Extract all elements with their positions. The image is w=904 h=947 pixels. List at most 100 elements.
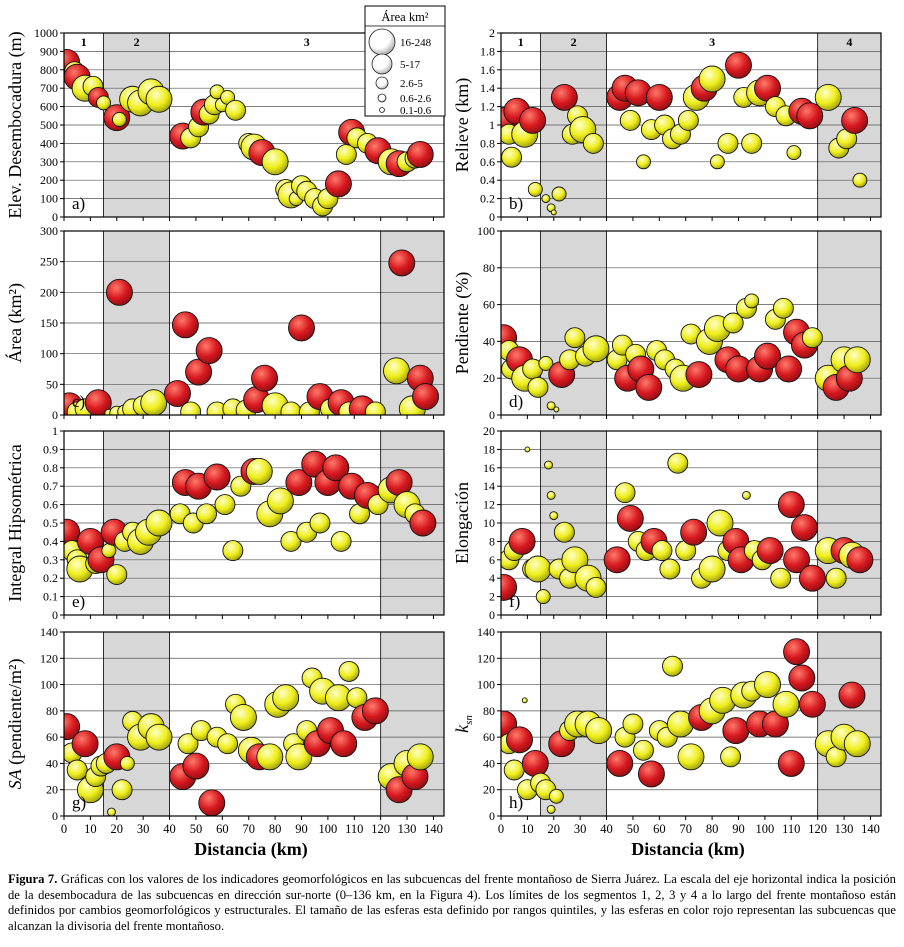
data-point-e-20: [203, 463, 231, 491]
data-point-d-30: [722, 312, 744, 334]
data-point-a-35: [324, 170, 352, 198]
data-point-e-32: [309, 512, 331, 534]
data-point-c-20: [251, 364, 279, 392]
data-point-c-31: [383, 357, 410, 385]
size-legend: Área km² 16-248 5-17 2.6-5 0.6-2.60.1-0.6: [364, 5, 446, 117]
ytick-label-g-0: 0: [52, 809, 58, 823]
segment-label-a-2: 2: [134, 35, 140, 49]
ytick-label-f-4: 8: [489, 534, 495, 548]
data-point-c-30: [364, 401, 386, 415]
ytick-label-a-5: 500: [40, 118, 58, 132]
data-point-h-25: [677, 743, 705, 771]
ytick-label-e-4: 0.4: [43, 534, 58, 548]
data-point-b-11: [550, 83, 578, 111]
data-point-b-26: [677, 109, 699, 131]
data-point-h-10: [548, 788, 564, 804]
ytick-label-c-0: 0: [52, 408, 58, 422]
legend-label-2: 2.6-5: [400, 78, 423, 90]
xtick-label-g-5: 50: [190, 822, 203, 836]
xtick-label-g-11: 110: [345, 822, 363, 836]
data-point-f-18: [614, 482, 636, 504]
points-h: [501, 638, 871, 814]
data-point-g-20: [198, 789, 226, 816]
data-point-f-17: [603, 546, 631, 574]
data-point-g-22: [217, 733, 239, 755]
data-point-g-15: [145, 723, 173, 751]
data-point-h-4: [521, 697, 528, 704]
panel-d: 0 20 40 60 80 100 d) Pendiente (%): [452, 224, 882, 422]
figure-caption: Figura 7. Gráficas con los valores de lo…: [8, 872, 896, 934]
data-point-f-7: [535, 589, 551, 605]
data-point-d-46: [843, 346, 871, 374]
data-point-f-14: [561, 546, 589, 574]
data-point-g-0: [64, 713, 81, 741]
data-point-f-6: [524, 555, 552, 583]
ytick-label-e-5: 0.5: [43, 516, 58, 530]
data-point-g-27: [256, 743, 284, 771]
panel-c: 0 50 100 150 200 250 300 c) Área (km²): [4, 224, 445, 422]
ytick-label-f-5: 10: [483, 516, 495, 530]
legend-label-4: 0.1-0.6: [400, 105, 432, 117]
data-point-b-22: [645, 83, 673, 111]
panel-letter-h: h): [509, 793, 523, 812]
segment-label-b-2: 2: [571, 35, 577, 49]
data-point-h-9: [546, 804, 556, 814]
data-point-f-34: [741, 490, 751, 500]
ytick-label-f-1: 2: [489, 590, 495, 604]
ytick-label-f-7: 14: [483, 479, 495, 493]
segment-label-b-3: 3: [709, 35, 715, 49]
data-point-e-34: [322, 454, 350, 482]
legend-sphere-0: [368, 28, 396, 56]
data-point-g-8: [107, 807, 116, 816]
data-point-e-7: [101, 543, 117, 559]
ytick-label-a-4: 400: [40, 136, 58, 150]
data-point-b-42: [814, 83, 842, 111]
data-point-c-14: [185, 358, 213, 386]
ytick-label-h-6: 120: [477, 651, 495, 665]
y-axis-title-a: Elev. Desembocadura (m): [5, 31, 26, 218]
data-point-f-27: [680, 518, 708, 546]
data-point-a-6: [96, 95, 112, 111]
points-g: [64, 660, 434, 816]
ytick-label-b-3: 0.6: [480, 155, 495, 169]
data-point-h-29: [720, 746, 742, 768]
caption-label: Figura 7.: [8, 872, 58, 886]
panel-letter-e: e): [72, 592, 85, 611]
data-point-g-42: [361, 697, 389, 725]
data-point-d-7: [538, 356, 554, 371]
data-point-f-29: [698, 555, 726, 583]
ytick-label-f-9: 18: [483, 442, 495, 456]
ytick-label-a-9: 900: [40, 44, 58, 58]
ytick-label-b-6: 1.2: [480, 100, 495, 114]
ytick-label-c-2: 100: [40, 347, 58, 361]
ytick-label-c-6: 300: [40, 224, 58, 238]
panel-letter-c: c): [72, 392, 85, 411]
data-point-f-9: [546, 490, 556, 500]
data-point-f-47: [846, 546, 874, 574]
ytick-label-b-5: 1: [489, 118, 495, 132]
data-point-g-11: [119, 755, 135, 771]
data-point-g-3: [71, 730, 99, 758]
panel-a: 1 2 3 0 100 200 300 400 500 600 700 800 900 1000 a) Ele…: [5, 26, 445, 224]
ytick-label-e-6: 0.6: [43, 498, 58, 512]
y-axis-title-h: ksn: [452, 715, 475, 733]
data-point-h-20: [637, 760, 665, 788]
ytick-label-g-3: 60: [46, 730, 58, 744]
ytick-label-c-3: 150: [40, 316, 58, 330]
data-point-c-23: [288, 314, 315, 342]
legend-label-1: 5-17: [400, 59, 421, 71]
data-point-b-2: [501, 146, 523, 168]
data-point-h-37: [777, 749, 805, 777]
data-point-e-21: [214, 494, 236, 516]
data-point-h-15: [585, 717, 613, 745]
data-point-h-16: [606, 749, 634, 777]
data-point-h-6: [521, 749, 549, 777]
data-point-d-12: [564, 327, 586, 349]
data-point-h-45: [843, 730, 871, 758]
data-point-f-8: [544, 460, 553, 470]
ytick-label-a-7: 700: [40, 81, 58, 95]
ytick-label-f-10: 20: [483, 424, 495, 438]
legend-label-0: 16-248: [400, 37, 432, 49]
ytick-label-d-4: 80: [483, 261, 495, 275]
data-point-e-29: [285, 469, 313, 496]
